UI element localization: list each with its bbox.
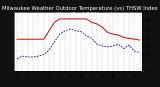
Text: Milwaukee Weather Outdoor Temperature (vs) THSW Index per Hour (Last 24 Hours): Milwaukee Weather Outdoor Temperature (v… bbox=[2, 6, 158, 17]
